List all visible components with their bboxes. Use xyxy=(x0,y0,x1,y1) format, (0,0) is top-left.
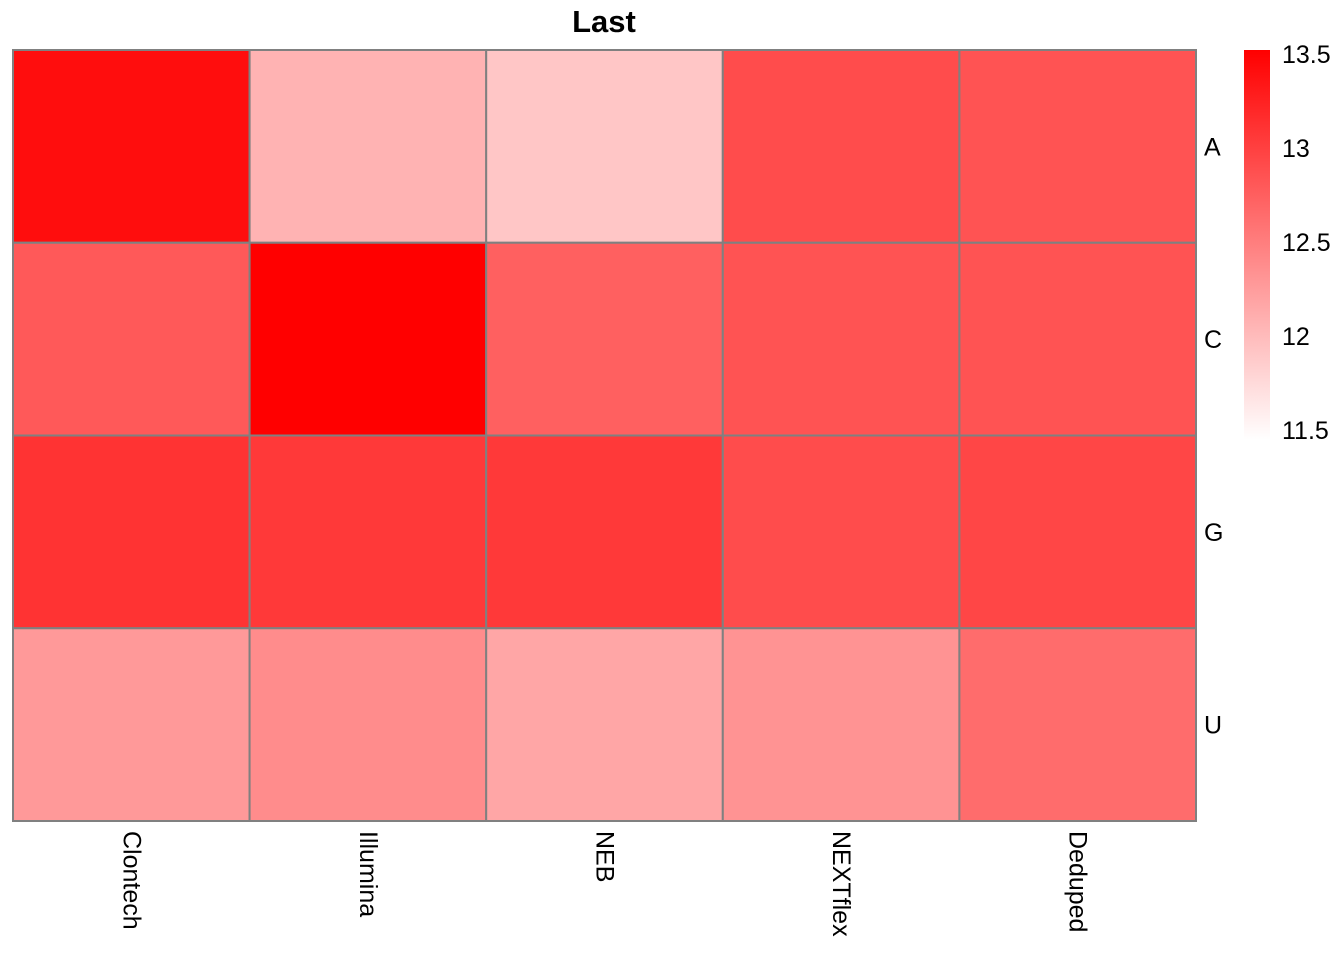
column-label-nextflex: NEXTflex xyxy=(827,831,855,937)
heatmap-cell-g-deduped xyxy=(958,434,1198,630)
heatmap-cell-c-nextflex xyxy=(721,241,961,437)
heatmap-cell-u-neb xyxy=(485,627,724,822)
heatmap-cell-a-nextflex xyxy=(721,49,961,244)
heatmap-cell-u-clontech xyxy=(12,627,251,822)
colorbar-tick-label: 13 xyxy=(1282,135,1310,163)
column-label-illumina: Illumina xyxy=(354,831,382,917)
heatmap-cell-c-neb xyxy=(485,241,724,437)
heatmap-cell-g-neb xyxy=(485,434,724,630)
row-label-u: U xyxy=(1204,712,1222,740)
heatmap-cell-u-nextflex xyxy=(721,627,961,822)
colorbar-gradient xyxy=(1244,50,1270,440)
heatmap-cell-u-deduped xyxy=(958,627,1198,822)
heatmap-cell-g-clontech xyxy=(12,434,251,630)
heatmap-cell-a-illumina xyxy=(248,49,488,244)
colorbar-tick-label: 11.5 xyxy=(1282,417,1329,445)
heatmap-cell-c-clontech xyxy=(12,241,251,437)
row-label-a: A xyxy=(1204,133,1221,161)
heatmap-cell-a-clontech xyxy=(12,49,251,244)
heatmap-cell-u-illumina xyxy=(248,627,488,822)
heatmap-cell-c-illumina xyxy=(248,241,488,437)
column-label-neb: NEB xyxy=(591,831,619,882)
column-labels: Clontech Illumina NEB NEXTflex Deduped xyxy=(117,831,1091,937)
heatmap-cell-c-deduped xyxy=(958,241,1198,437)
heatmap-cell-a-neb xyxy=(485,49,724,244)
colorbar-tick-label: 12 xyxy=(1282,323,1310,351)
colorbar-tick-label: 12.5 xyxy=(1282,229,1331,257)
chart-title: Last xyxy=(572,4,636,39)
column-label-deduped: Deduped xyxy=(1064,831,1092,932)
heatmap-cell-a-deduped xyxy=(958,49,1198,244)
row-labels: A C G U xyxy=(1204,133,1223,739)
heatmap-cell-g-illumina xyxy=(248,434,488,630)
heatmap-cell-g-nextflex xyxy=(721,434,961,630)
heatmap-cells xyxy=(12,49,1198,822)
row-label-g: G xyxy=(1204,519,1223,547)
column-label-clontech: Clontech xyxy=(117,831,145,930)
row-label-c: C xyxy=(1204,326,1222,354)
colorbar-legend: 13.5 13 12.5 12 11.5 xyxy=(1244,41,1331,445)
colorbar-tick-label: 13.5 xyxy=(1282,41,1331,69)
